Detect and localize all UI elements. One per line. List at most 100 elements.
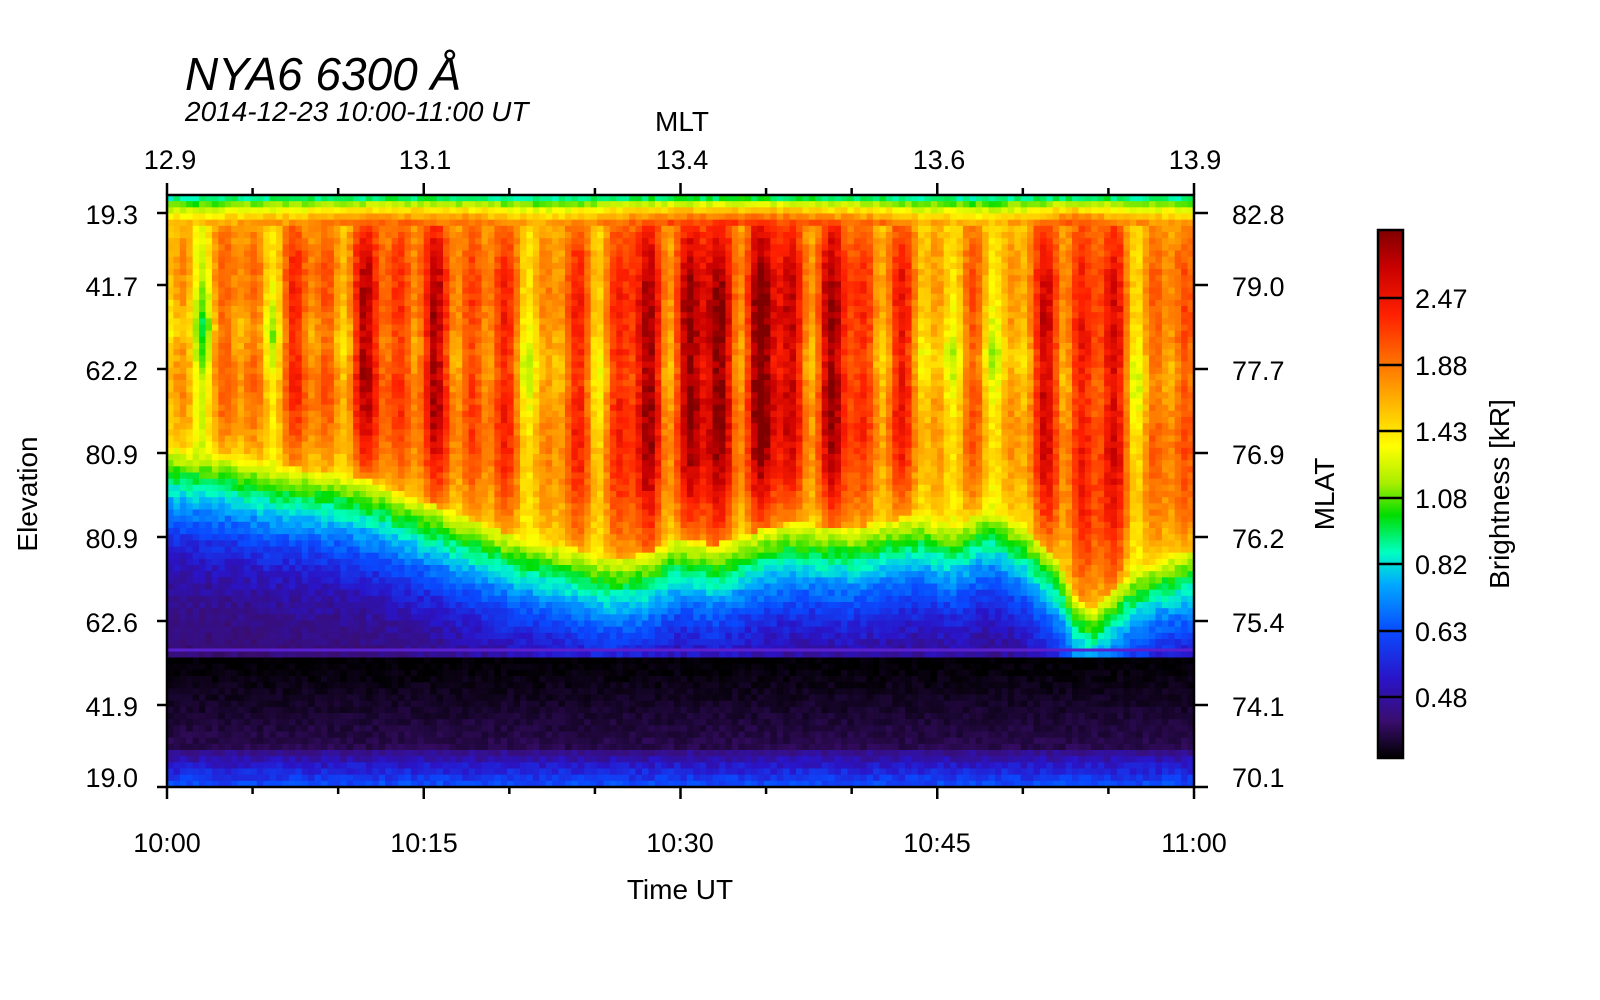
heatmap-cell — [205, 312, 213, 319]
heatmap-cell — [455, 682, 463, 689]
heatmap-cell — [314, 558, 322, 566]
heatmap-cell — [295, 195, 303, 202]
heatmap-cell — [378, 577, 386, 585]
heatmap-cell — [385, 688, 393, 696]
heatmap-cell — [256, 737, 264, 745]
heatmap-cell — [192, 503, 200, 511]
heatmap-cell — [417, 639, 425, 646]
heatmap-cell — [333, 694, 341, 702]
heatmap-cell — [192, 306, 200, 313]
heatmap-cell — [237, 373, 245, 381]
heatmap-cell — [410, 318, 418, 326]
heatmap-cell — [398, 281, 406, 289]
heatmap-cell — [244, 725, 252, 733]
heatmap-cell — [282, 312, 290, 319]
heatmap-cell — [346, 694, 354, 702]
heatmap-cell — [443, 454, 451, 461]
heatmap-cell — [449, 669, 457, 677]
heatmap-cell — [359, 515, 367, 523]
heatmap-cell — [378, 398, 386, 406]
heatmap-cell — [244, 700, 252, 708]
heatmap-cell — [276, 435, 284, 443]
heatmap-cell — [288, 472, 296, 480]
heatmap-cell — [372, 435, 380, 443]
heatmap-cell — [327, 447, 335, 455]
heatmap-cell — [237, 768, 245, 776]
heatmap-cell — [372, 472, 380, 480]
heatmap-cell — [436, 565, 444, 572]
heatmap-cell — [321, 454, 329, 461]
heatmap-cell — [250, 577, 258, 585]
heatmap-cell — [167, 614, 175, 622]
heatmap-cell — [455, 361, 463, 369]
heatmap-cell — [346, 232, 354, 239]
heatmap-cell — [244, 441, 252, 449]
heatmap-cell — [250, 478, 258, 486]
heatmap-cell — [468, 491, 476, 498]
heatmap-cell — [244, 552, 252, 560]
heatmap-cell — [186, 299, 194, 307]
heatmap-cell — [263, 546, 271, 554]
heatmap-cell — [481, 552, 489, 560]
heatmap-cell — [353, 398, 361, 406]
heatmap-cell — [276, 719, 284, 726]
heatmap-cell — [436, 731, 444, 739]
heatmap-cell — [282, 534, 290, 541]
heatmap-cell — [449, 201, 457, 208]
heatmap-cell — [231, 435, 239, 443]
heatmap-cell — [173, 262, 181, 270]
heatmap-cell — [199, 404, 207, 412]
heatmap-cell — [288, 558, 296, 566]
heatmap-cell — [250, 398, 258, 406]
heatmap-cell — [385, 293, 393, 301]
heatmap-cell — [487, 367, 495, 375]
heatmap-cell — [404, 349, 412, 356]
heatmap-cell — [179, 669, 187, 677]
heatmap-cell — [487, 244, 495, 252]
heatmap-cell — [340, 484, 348, 492]
heatmap-cell — [167, 312, 175, 319]
heatmap-cell — [244, 306, 252, 313]
heatmap-cell — [288, 256, 296, 264]
heatmap-cell — [443, 281, 451, 289]
heatmap-cell — [481, 725, 489, 733]
heatmap-cell — [462, 657, 470, 665]
heatmap-cell — [417, 602, 425, 609]
heatmap-cell — [192, 410, 200, 418]
heatmap-cell — [423, 410, 431, 418]
heatmap-cell — [398, 404, 406, 412]
heatmap-cell — [186, 503, 194, 511]
heatmap-cell — [231, 225, 239, 233]
heatmap-cell — [385, 201, 393, 208]
heatmap-cell — [385, 497, 393, 504]
heatmap-cell — [391, 404, 399, 412]
heatmap-cell — [321, 583, 329, 591]
heatmap-cell — [404, 201, 412, 208]
heatmap-cell — [186, 521, 194, 529]
heatmap-cell — [301, 614, 309, 622]
heatmap-cell — [256, 373, 264, 381]
heatmap-cell — [276, 552, 284, 560]
heatmap-cell — [333, 713, 341, 720]
heatmap-cell — [353, 669, 361, 677]
heatmap-cell — [436, 435, 444, 443]
heatmap-cell — [192, 293, 200, 301]
heatmap-cell — [282, 780, 290, 787]
heatmap-cell — [481, 558, 489, 566]
heatmap-cell — [346, 275, 354, 282]
heatmap-cell — [327, 558, 335, 566]
heatmap-cell — [301, 435, 309, 443]
heatmap-cell — [430, 743, 438, 751]
heatmap-cell — [487, 565, 495, 572]
heatmap-cell — [391, 571, 399, 578]
heatmap-cell — [269, 367, 277, 375]
heatmap-cell — [231, 756, 239, 763]
heatmap-cell — [443, 632, 451, 640]
heatmap-cell — [385, 620, 393, 628]
heatmap-cell — [237, 293, 245, 301]
heatmap-cell — [340, 639, 348, 646]
heatmap-cell — [359, 571, 367, 578]
heatmap-cell — [282, 367, 290, 375]
heatmap-cell — [250, 528, 258, 535]
heatmap-cell — [276, 484, 284, 492]
